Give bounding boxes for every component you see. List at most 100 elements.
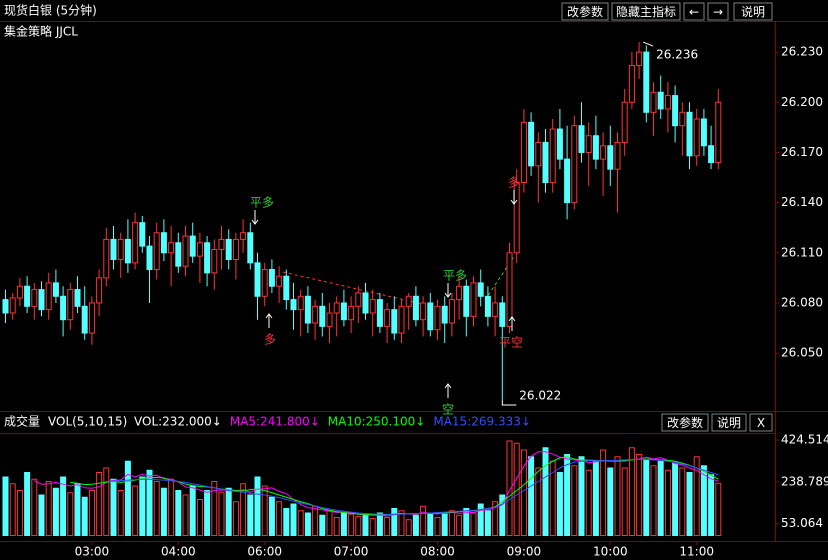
volume-bar [355, 515, 362, 536]
button-label[interactable]: 改参数 [567, 4, 603, 19]
candle-body [528, 121, 535, 167]
volume-bar [103, 467, 110, 536]
button[interactable] [733, 2, 773, 21]
candle-body [175, 242, 182, 267]
volume-bar [585, 469, 592, 536]
volume-bar [52, 487, 59, 536]
y-tick-label: 238.789 [781, 474, 828, 488]
volume-bar [506, 440, 513, 536]
candle-body [434, 305, 441, 331]
candle-body [261, 269, 268, 297]
volume-bar [268, 496, 275, 536]
button-label[interactable]: 说明 [717, 415, 741, 430]
candle-body [240, 232, 247, 240]
volume-bar [657, 460, 664, 536]
volume-bar [168, 478, 175, 536]
button[interactable] [611, 2, 681, 21]
candle-body [117, 238, 124, 260]
button-label[interactable]: 隐藏主指标 [616, 4, 676, 19]
volume-bar [542, 447, 549, 536]
volume-bar [276, 501, 283, 536]
button[interactable] [707, 2, 729, 21]
candle-body [319, 305, 326, 327]
legend-readout: MA15:269.333↓ [433, 415, 531, 429]
candle-body [700, 118, 707, 147]
volume-bar [290, 503, 297, 536]
volume-bar [232, 501, 239, 536]
candle-body [600, 145, 607, 160]
candle-body [657, 91, 664, 110]
volume-bar [189, 485, 196, 536]
volume-bar [175, 490, 182, 536]
volume-bar [607, 467, 614, 536]
candle-body [513, 182, 520, 254]
legend-readout: MA10:250.100↓ [328, 415, 426, 429]
volume-bar [405, 519, 412, 536]
volume-bar [2, 476, 9, 536]
signal-label: 平多 [443, 269, 467, 283]
candle-body [549, 128, 556, 184]
ma-line [106, 458, 719, 515]
volume-bar [456, 514, 463, 536]
volume-bar [247, 494, 254, 536]
volume-bar [434, 517, 441, 536]
candle-body [556, 128, 563, 160]
volume-bar [650, 465, 657, 536]
volume-bar [470, 512, 477, 536]
button-label[interactable]: X [757, 416, 765, 430]
x-tick-label: 04:00 [161, 545, 196, 559]
volume-bar [700, 465, 707, 536]
candle-body [290, 299, 297, 311]
candle-body [693, 118, 700, 157]
y-tick-label: 26.230 [781, 45, 823, 59]
button[interactable] [711, 413, 747, 432]
candle-body [146, 245, 153, 271]
button[interactable] [661, 413, 709, 432]
volume-bar [571, 465, 578, 536]
volume-subtitle: VOL(5,10,15) [48, 415, 127, 429]
volume-bar [398, 510, 405, 536]
candle-body [196, 242, 203, 257]
button[interactable] [561, 2, 609, 21]
button-label[interactable]: 说明 [741, 4, 765, 19]
button-label[interactable]: ← [689, 5, 699, 19]
y-tick-label: 26.110 [781, 245, 823, 259]
volume-bar [715, 482, 722, 536]
candle-body [182, 235, 189, 267]
candle-body [103, 238, 110, 279]
candle-body [492, 302, 499, 317]
button-label[interactable]: 改参数 [667, 415, 703, 430]
volume-bar [254, 476, 261, 536]
x-tick-label: 06:00 [247, 545, 282, 559]
volume-bar [391, 508, 398, 536]
y-tick-label: 26.140 [781, 195, 823, 209]
button[interactable] [749, 413, 773, 432]
candle-body [664, 95, 671, 110]
volume-bar [31, 478, 38, 536]
volume-bar [427, 512, 434, 536]
candle-body [499, 302, 506, 327]
candle-body [427, 302, 434, 331]
candle-body [614, 141, 621, 170]
candle-body [571, 125, 578, 204]
candle-body [139, 222, 146, 247]
volume-bar [477, 503, 484, 536]
x-tick-label: 03:00 [75, 545, 110, 559]
volume-bar [528, 456, 535, 536]
candle-body [448, 299, 455, 324]
volume-bar [117, 490, 124, 536]
volume-bar [312, 505, 319, 536]
x-tick-label: 11:00 [679, 545, 714, 559]
volume-bar [204, 490, 211, 536]
candle-body [9, 297, 16, 314]
button[interactable] [683, 2, 705, 21]
high-label: 26.236 [656, 48, 698, 62]
button-label[interactable]: → [713, 5, 723, 19]
candle-body [52, 282, 59, 297]
candle-body [204, 242, 211, 274]
volume-bar [592, 460, 599, 536]
volume-bar [146, 469, 153, 536]
y-tick-label: 53.064 [781, 516, 823, 530]
candle-body [333, 302, 340, 314]
volume-bar [376, 512, 383, 536]
